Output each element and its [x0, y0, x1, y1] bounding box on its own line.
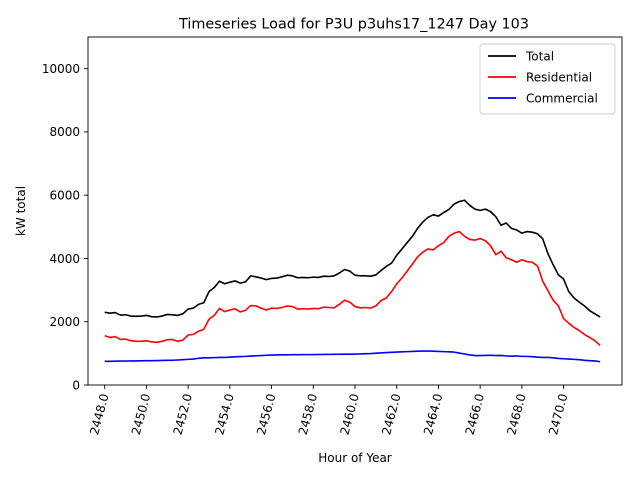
y-tick-label: 8000: [49, 125, 80, 139]
y-tick-label: 10000: [42, 62, 80, 76]
y-tick-label: 2000: [49, 315, 80, 329]
legend-label-residential: Residential: [526, 71, 592, 85]
series-line-residential: [104, 230, 601, 347]
y-tick-label: 6000: [49, 188, 80, 202]
legend-box: [479, 43, 616, 115]
legend-label-commercial: Commercial: [526, 92, 598, 106]
y-axis-ticks: 0 2000 4000 6000 8000 10000: [42, 62, 88, 392]
y-tick-label: 0: [72, 378, 80, 392]
legend: Total Residential Commercial: [479, 43, 616, 115]
y-axis-label: kW total: [14, 186, 28, 236]
series-line-commercial: [104, 350, 601, 363]
series-layer: [104, 199, 601, 363]
chart-title: Timeseries Load for P3U p3uhs17_1247 Day…: [178, 17, 529, 33]
legend-label-total: Total: [525, 50, 554, 64]
x-axis-label: Hour of Year: [318, 451, 392, 465]
series-line-total: [104, 199, 601, 318]
y-tick-label: 4000: [49, 252, 80, 266]
